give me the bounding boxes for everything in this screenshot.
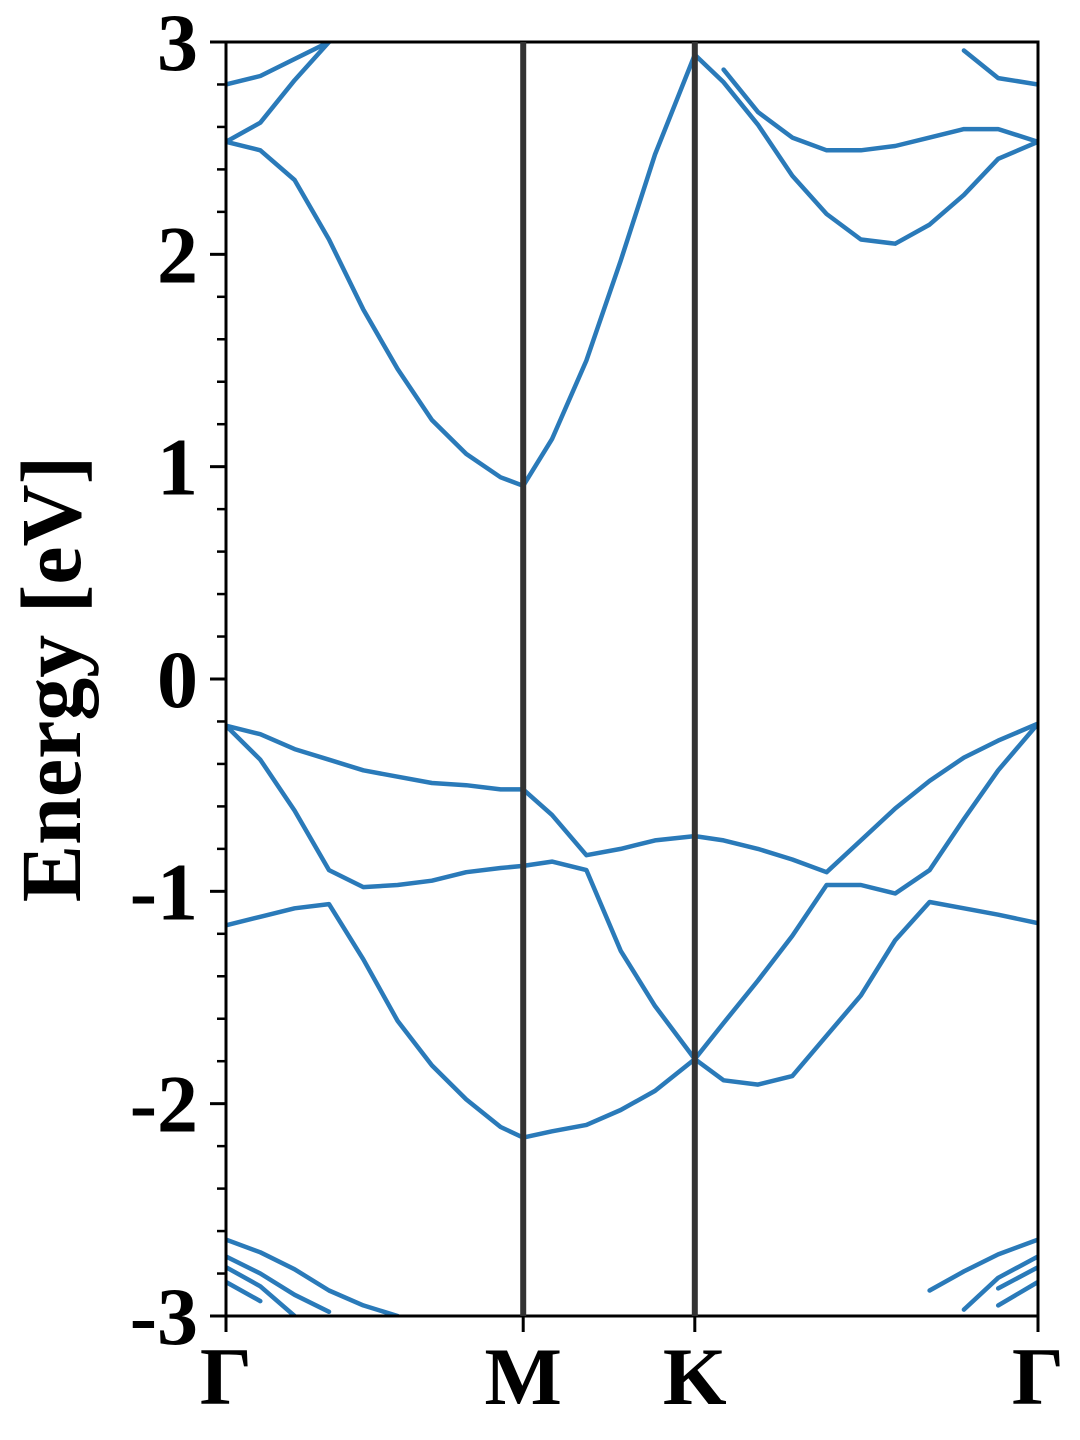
band-line (226, 721, 1038, 875)
y-tick-label: 3 (157, 0, 198, 88)
plot-area (226, 42, 1038, 1316)
band-line (226, 721, 1038, 1062)
x-tick-label: K (663, 1331, 727, 1422)
x-tick-label: Γ (200, 1331, 252, 1422)
band-line (226, 1279, 1038, 1308)
band-line (226, 52, 1038, 489)
x-tick-label: M (485, 1331, 562, 1422)
band-line (226, 1237, 1038, 1316)
y-tick-label: 2 (157, 209, 198, 300)
band-line (226, 42, 1038, 87)
y-tick-label: -1 (130, 846, 198, 937)
band-line (226, 1264, 1038, 1316)
band-line (226, 42, 1038, 153)
band-line (226, 899, 1038, 1140)
y-tick-label: 1 (157, 422, 198, 513)
y-tick-label: -3 (130, 1271, 198, 1362)
band-line (226, 1254, 1038, 1315)
x-tick-label: Γ (1012, 1331, 1064, 1422)
y-tick-label: -2 (130, 1059, 198, 1150)
y-axis-label: Energy [eV] (3, 456, 99, 903)
y-tick-label: 0 (157, 634, 198, 725)
